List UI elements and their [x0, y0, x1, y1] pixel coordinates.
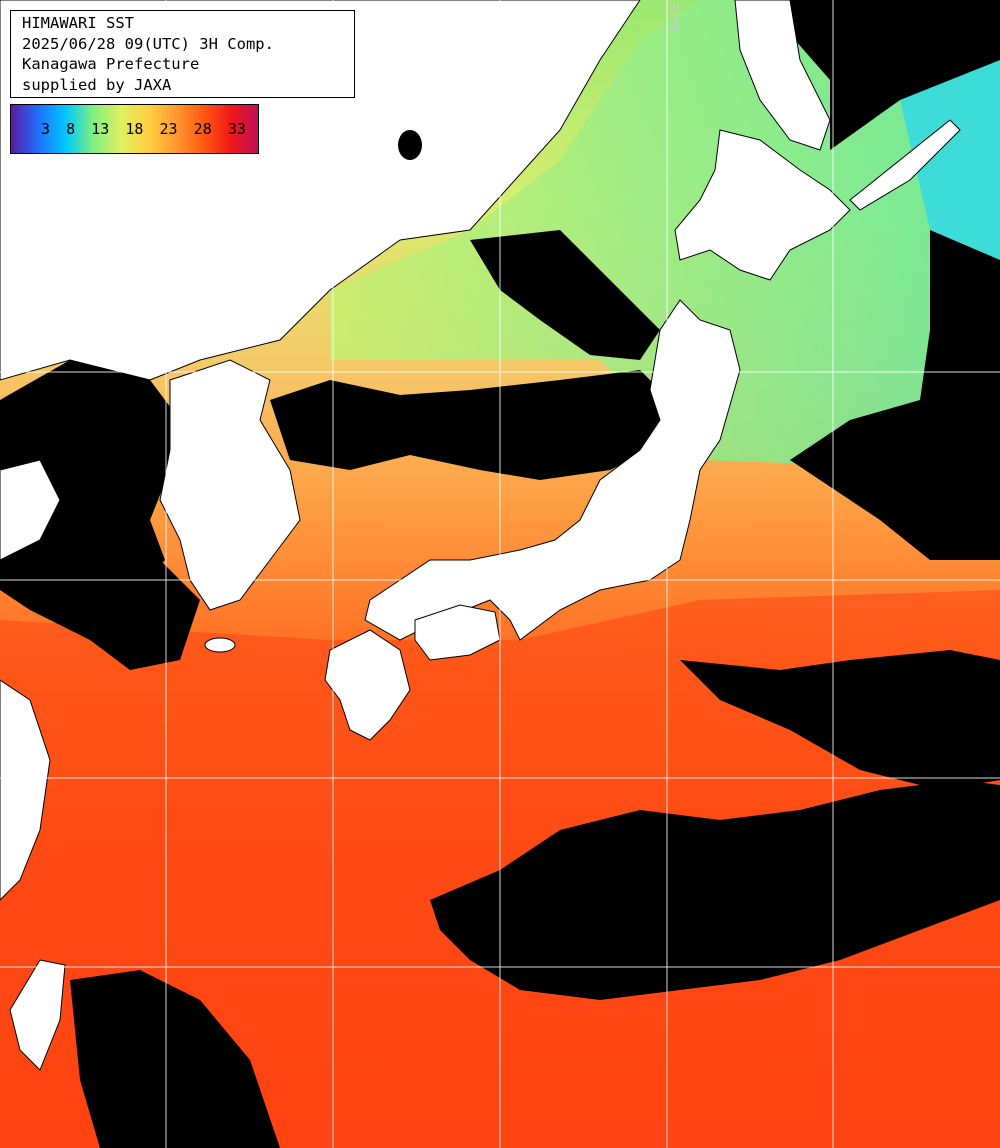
- land-small-island: [398, 130, 422, 160]
- colorbar-tick: 8: [66, 120, 76, 138]
- land-honshu: [364, 299, 741, 641]
- temperature-colorbar: 3 8 13 18 23 28 33: [10, 104, 259, 154]
- colorbar-tick: 33: [227, 120, 246, 138]
- land-taiwan: [9, 959, 66, 1071]
- colorbar-tick: 23: [159, 120, 178, 138]
- title-line-product: HIMAWARI SST: [22, 14, 134, 32]
- title-line-prefecture: Kanagawa Prefecture: [22, 55, 200, 73]
- land-china-south: [0, 679, 51, 901]
- okhotsk-cold-zone: [900, 60, 1000, 260]
- title-line-supplier: supplied by JAXA: [22, 75, 172, 94]
- colorbar-tick: 13: [91, 120, 110, 138]
- title-box: HIMAWARI SST 2025/06/28 09(UTC) 3H Comp.…: [10, 10, 355, 98]
- longitude-label-140e: 140E: [668, 2, 682, 33]
- land-hokkaido: [674, 129, 851, 281]
- land-kuril: [849, 119, 961, 211]
- latitude-label-lower: N: [28, 760, 36, 771]
- land-jeju: [204, 637, 236, 653]
- land-shikoku: [414, 604, 501, 661]
- land-china: [0, 459, 61, 561]
- colorbar-tick: 18: [125, 120, 144, 138]
- land-mask: [0, 0, 961, 1071]
- land-sakhalin: [734, 0, 831, 151]
- latitude-label-upper: N: [28, 353, 36, 364]
- colorbar-tick: 28: [193, 120, 212, 138]
- title-line-datetime: 2025/06/28 09(UTC) 3H Comp.: [22, 34, 274, 53]
- colorbar-tick: 3: [41, 120, 51, 138]
